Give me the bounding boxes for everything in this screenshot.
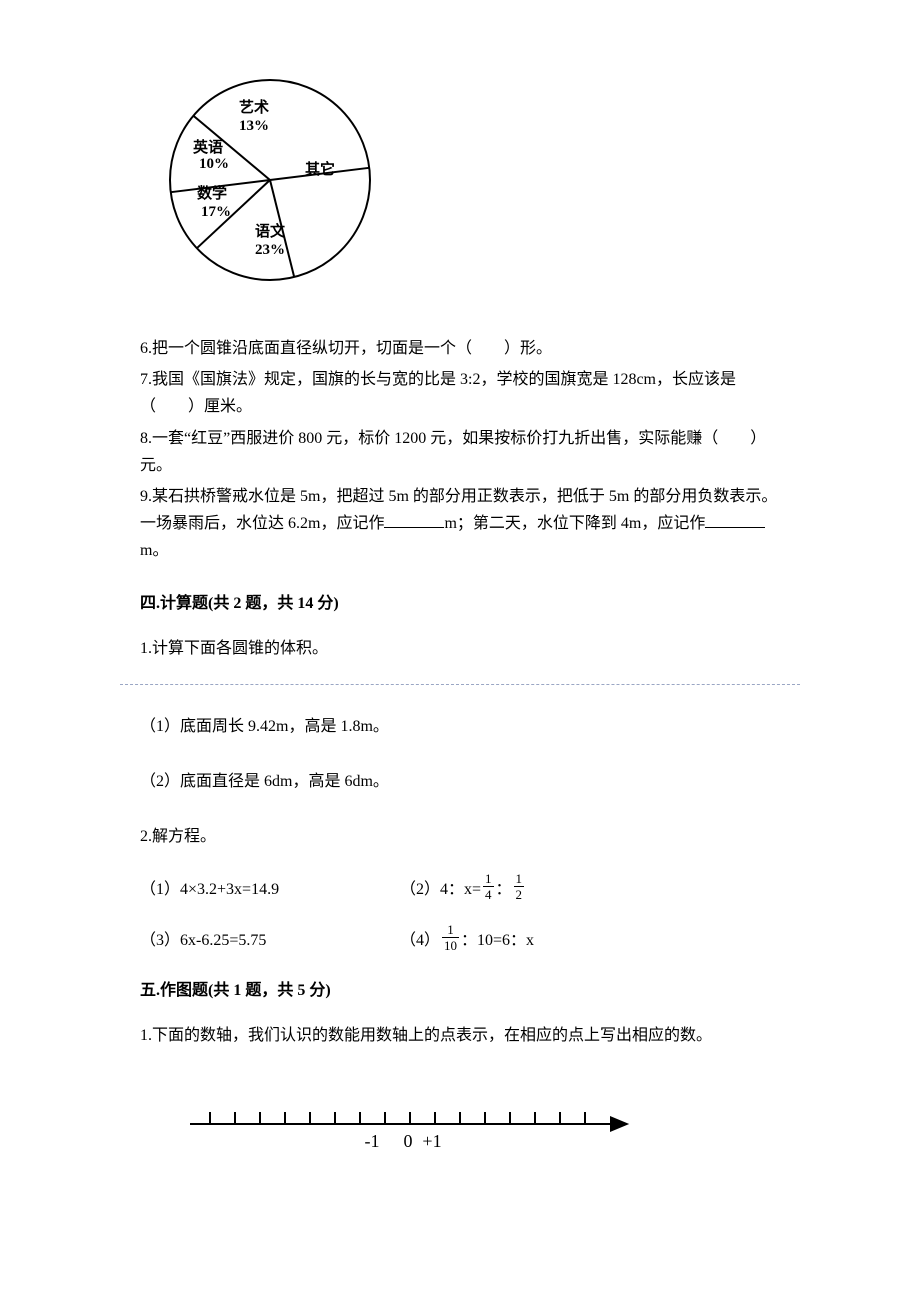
equation-4: （4） 1 10 ：10=6：x	[400, 923, 534, 952]
svg-text:艺术: 艺术	[239, 98, 269, 116]
blank-fill	[384, 511, 444, 528]
pie-chart-svg: 其它语文 23% 数学 17% 英语10% 艺术 13%	[150, 60, 390, 300]
svg-text:0: 0	[404, 1131, 413, 1151]
s5-q1: 1.下面的数轴，我们认识的数能用数轴上的点表示，在相应的点上写出相应的数。	[140, 1022, 780, 1049]
eq2-mid: ：	[496, 875, 512, 899]
blank-fill	[705, 511, 765, 528]
number-line: -1 0 +1	[170, 1089, 780, 1174]
svg-text:10%: 10%	[199, 156, 229, 172]
s4-q1-2: （2）底面直径是 6dm，高是 6dm。	[140, 768, 780, 795]
eq2-prefix: （2）4：x=	[400, 875, 481, 899]
s4-q1-1: （1）底面周长 9.42m，高是 1.8m。	[140, 713, 780, 740]
question-7: 7.我国《国旗法》规定，国旗的长与宽的比是 3:2，学校的国旗宽是 128cm，…	[140, 366, 780, 420]
svg-text:语文: 语文	[255, 222, 286, 240]
question-8: 8.一套“红豆”西服进价 800 元，标价 1200 元，如果按标价打九折出售，…	[140, 425, 780, 479]
svg-text:数学: 数学	[197, 184, 227, 202]
equation-3: （3）6x-6.25=5.75	[140, 926, 400, 950]
svg-text:其它: 其它	[305, 160, 335, 178]
equation-2: （2）4：x= 1 4 ： 1 2	[400, 872, 526, 901]
question-6: 6.把一个圆锥沿底面直径纵切开，切面是一个（ ）形。	[140, 335, 780, 362]
svg-text:13%: 13%	[239, 118, 269, 134]
svg-text:英语: 英语	[193, 138, 223, 156]
fraction: 1 4	[483, 872, 494, 901]
equation-row-1: （1）4×3.2+3x=14.9 （2）4：x= 1 4 ： 1 2	[140, 872, 780, 901]
svg-text:17%: 17%	[201, 204, 231, 220]
fraction: 1 10	[442, 923, 459, 952]
dotted-divider	[120, 684, 800, 685]
page: 其它语文 23% 数学 17% 英语10% 艺术 13% 6.把一个圆锥沿底面直径纵切开，切…	[0, 0, 920, 1302]
equation-row-2: （3）6x-6.25=5.75 （4） 1 10 ：10=6：x	[140, 923, 780, 952]
pie-chart: 其它语文 23% 数学 17% 英语10% 艺术 13%	[150, 60, 780, 305]
section-4-header: 四.计算题(共 2 题，共 14 分)	[140, 589, 780, 613]
svg-text:-1: -1	[365, 1131, 380, 1151]
number-line-svg: -1 0 +1	[170, 1089, 650, 1169]
eq4-prefix: （4）	[400, 926, 440, 950]
equation-1: （1）4×3.2+3x=14.9	[140, 875, 400, 899]
svg-text:23%: 23%	[255, 242, 285, 258]
s4-q2: 2.解方程。	[140, 823, 780, 850]
q9-part-c: m。	[140, 542, 168, 559]
s4-q1: 1.计算下面各圆锥的体积。	[140, 635, 780, 662]
fraction: 1 2	[514, 872, 525, 901]
q9-part-b: m；第二天，水位下降到 4m，应记作	[444, 515, 705, 532]
question-9: 9.某石拱桥警戒水位是 5m，把超过 5m 的部分用正数表示，把低于 5m 的部…	[140, 483, 780, 565]
eq4-suffix: ：10=6：x	[461, 926, 534, 950]
svg-text:+1: +1	[422, 1131, 441, 1151]
section-5-header: 五.作图题(共 1 题，共 5 分)	[140, 976, 780, 1000]
